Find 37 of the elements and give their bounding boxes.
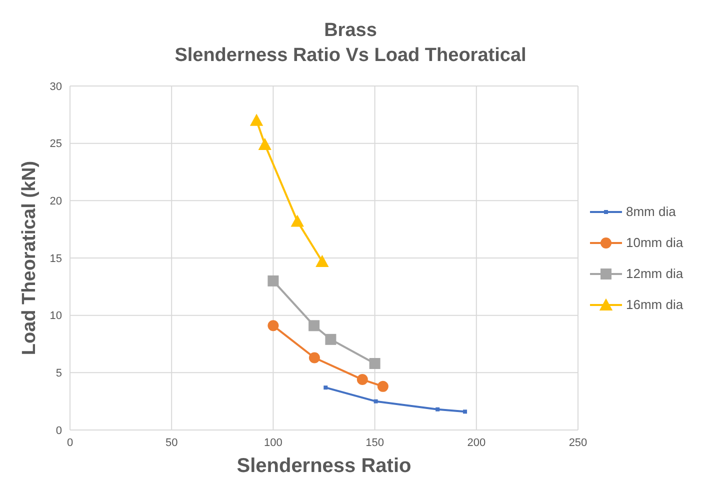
y-tick-label: 15 xyxy=(50,252,62,265)
x-tick-label: 200 xyxy=(467,436,486,449)
x-tick-label: 150 xyxy=(366,436,384,449)
point xyxy=(374,399,378,404)
y-tick-label: 30 xyxy=(50,80,62,93)
point xyxy=(369,358,380,369)
chart-subtitle: Slenderness Ratio Vs Load Theoratical xyxy=(174,44,528,68)
point xyxy=(377,380,388,392)
legend-label: 12mm dia xyxy=(626,266,684,281)
point xyxy=(325,334,336,345)
point xyxy=(356,374,368,386)
y-axis-title: Load Theoratical (kN) xyxy=(19,160,41,356)
point xyxy=(290,214,304,227)
y-tick-label: 5 xyxy=(56,368,62,380)
x-tick-label: 0 xyxy=(66,436,74,449)
point xyxy=(324,386,328,390)
point xyxy=(436,407,440,412)
y-tick-label: 10 xyxy=(50,310,62,322)
point xyxy=(268,275,279,286)
y-tick-label: 0 xyxy=(56,424,62,437)
point xyxy=(308,320,320,332)
x-tick-label: 100 xyxy=(264,436,282,449)
legend-label: 16mm dia xyxy=(626,297,684,312)
chart-title: Brass xyxy=(323,19,378,43)
point xyxy=(308,352,320,364)
y-tick-label: 20 xyxy=(50,196,62,208)
point xyxy=(250,114,264,126)
point xyxy=(316,254,329,267)
legend-label: 10mm dia xyxy=(626,235,684,250)
point xyxy=(268,320,279,332)
point xyxy=(258,138,272,150)
x-tick-label: 250 xyxy=(568,436,588,449)
x-axis-title: Slenderness Ratio xyxy=(236,455,412,478)
x-tick-label: 50 xyxy=(165,436,178,449)
point xyxy=(463,410,468,414)
y-tick-label: 25 xyxy=(50,138,62,150)
legend-label: 8mm dia xyxy=(626,204,676,219)
